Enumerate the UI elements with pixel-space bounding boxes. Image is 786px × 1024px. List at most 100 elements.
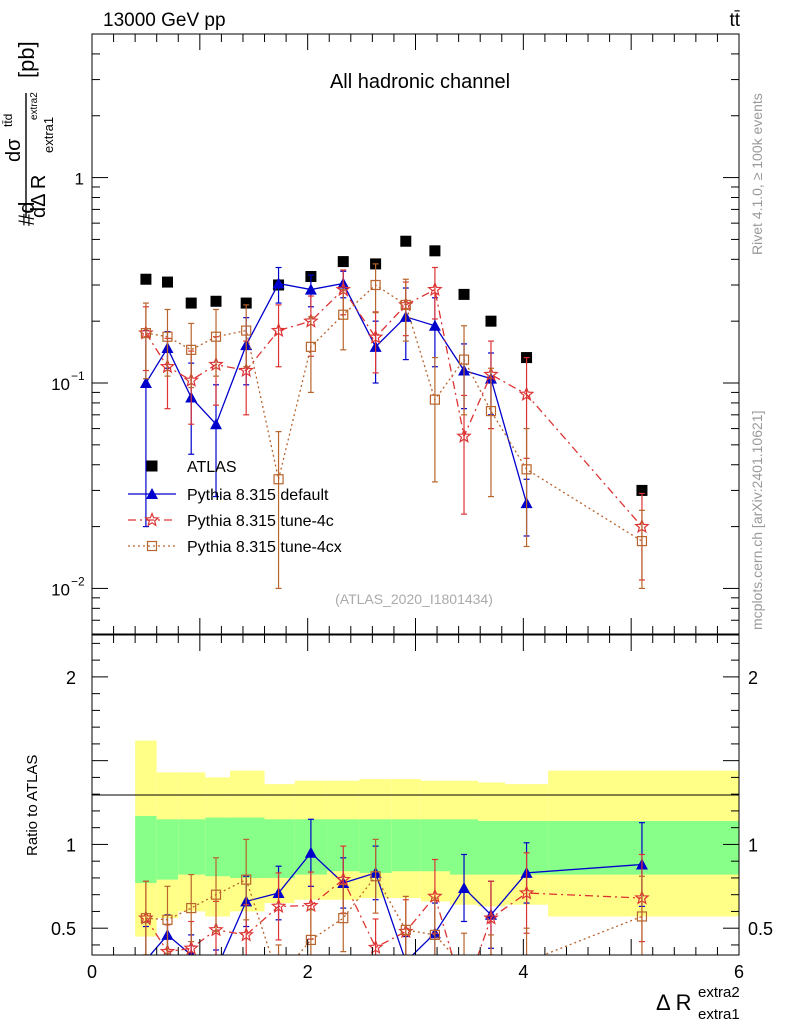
ratio-point (186, 902, 197, 914)
x-axis-label-main: Δ R (656, 990, 691, 1015)
legend-label: Pythia 8.315 default (187, 487, 329, 504)
data-point (400, 299, 411, 311)
data-point (210, 418, 223, 430)
legend-entry: ATLAS (146, 459, 237, 476)
data-point (140, 327, 152, 339)
ylabel-denominator-sup: extra2 (29, 92, 40, 120)
y-tick-label: 1 (75, 170, 84, 189)
ratio-point (458, 989, 470, 1001)
mcplots-label: mcplots.cern.ch [arXiv:2401.10621] (749, 411, 765, 630)
ratio-point (303, 897, 319, 913)
data-point (240, 297, 252, 309)
rivet-label: Rivet 4.1.0, ≥ 100k events (749, 93, 765, 255)
uncertainty-band-inner (135, 815, 157, 883)
data-point (162, 331, 173, 342)
data-point (337, 256, 349, 268)
analysis-label: (ATLAS_2020_I1801434) (335, 591, 493, 607)
ratio-point (486, 964, 495, 973)
ratio-point (460, 962, 469, 971)
data-point (241, 325, 252, 336)
ratio-point (483, 909, 499, 925)
ratio-point (370, 871, 381, 882)
data-point (429, 245, 441, 257)
legend-marker (146, 460, 158, 472)
x-axis-label-sup: extra2 (698, 984, 740, 1001)
data-point (370, 279, 381, 291)
ratio-point (140, 913, 152, 924)
data-point (272, 277, 285, 289)
series-line (145, 284, 643, 542)
ratio-point (636, 911, 648, 922)
ylabel-numerator-sup: tt̄d (1, 114, 15, 127)
ylabel-denominator-sub: extra1 (41, 117, 56, 153)
main-y-ticks: 10 −210 −11 (51, 33, 740, 635)
data-point (273, 474, 284, 485)
ratio-series-pythia-8-315-tune-4cx (140, 838, 648, 983)
y-tick-label: 10 (51, 580, 70, 599)
x-tick-label: 0 (87, 962, 97, 982)
ratio-y-tick-label: 2 (66, 668, 76, 688)
ratio-point (159, 943, 176, 955)
data-point (636, 484, 648, 496)
data-point (427, 281, 443, 297)
data-point (140, 273, 152, 285)
data-point (367, 329, 384, 344)
ratio-point (518, 884, 535, 900)
uncertainty-band-inner (478, 820, 506, 875)
ratio-point (304, 846, 317, 858)
ratio-point (210, 889, 222, 900)
data-point (210, 331, 222, 342)
ratio-axes-ticks: 0.5 0.5 1 1 2 2 0 2 4 6 (51, 635, 773, 982)
ratio-point (458, 881, 471, 893)
legend-entry: Pythia 8.315 tune-4cx (128, 539, 342, 556)
x-tick-label: 6 (734, 962, 744, 982)
uncertainty-band-inner (264, 819, 295, 878)
data-point (161, 276, 173, 288)
main-panel: 10 −210 −11 All hadronic channel (ATLAS_20… (1, 33, 740, 635)
ratio-point (238, 926, 254, 942)
ratio-point (241, 874, 252, 885)
x-axis-label: Δ R extra2 extra1 (656, 984, 740, 1023)
uncertainty-band-inner (205, 817, 231, 877)
ratio-point (210, 964, 222, 975)
data-point (186, 344, 197, 355)
x-axis-label-sub: extra1 (698, 1006, 740, 1023)
ratio-point (367, 939, 384, 955)
main-title: All hadronic channel (330, 71, 510, 93)
ratio-point (338, 913, 349, 924)
ratio-panel: 0.5 0.5 1 1 2 2 0 2 4 6 Ratio to ATLAS (24, 634, 773, 1001)
y-tick-label: 10 (51, 375, 70, 394)
data-point (270, 322, 287, 338)
ylabel-numerator: dσ (3, 138, 25, 162)
data-point (485, 315, 497, 327)
main-series (138, 235, 650, 590)
main-y-axis-label: #d dσ tt̄d dΔ R extra1 extra2 [pb] (1, 41, 56, 226)
header-right-title: tt̄ (729, 10, 740, 31)
data-point (400, 235, 412, 247)
header-left-title: 13000 GeV pp (103, 10, 226, 31)
data-point (210, 295, 222, 307)
legend-label: ATLAS (187, 459, 237, 476)
y-tick-label-exp: −2 (71, 574, 85, 588)
ratio-y-axis-label: Ratio to ATLAS (24, 755, 41, 856)
ratio-point (145, 954, 147, 955)
data-point (428, 319, 441, 331)
ratio-point (270, 898, 287, 914)
data-point (458, 288, 470, 300)
uncertainty-band-inner (391, 819, 421, 872)
legend-marker (144, 511, 160, 527)
ratio-point (429, 929, 441, 940)
data-point (429, 394, 441, 405)
ratio-point (274, 974, 283, 983)
ratio-point (162, 914, 173, 925)
ratio-y-tick-label: 1 (66, 835, 76, 855)
data-point (139, 377, 152, 389)
ratio-point (183, 940, 199, 955)
ratio-point (305, 934, 317, 946)
data-point (305, 341, 317, 352)
ratio-y-tick-label-right: 1 (748, 835, 758, 855)
y-tick-label-exp: −1 (71, 369, 85, 383)
data-point (338, 309, 349, 320)
legend-entry: Pythia 8.315 default (128, 487, 329, 504)
legend-marker (146, 540, 158, 552)
